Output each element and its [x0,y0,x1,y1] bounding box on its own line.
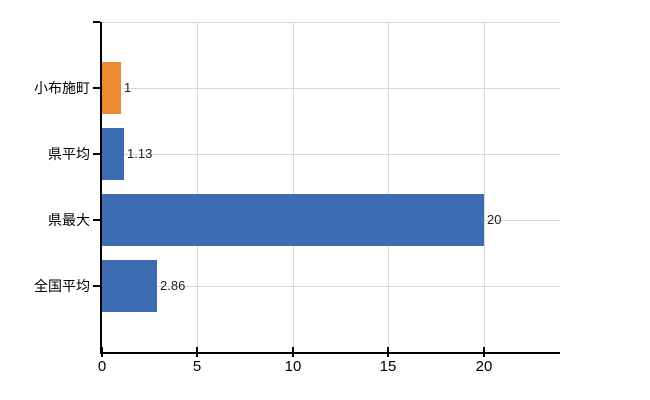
gridline-vertical [388,22,389,352]
category-label: 全国平均 [34,278,90,294]
gridline-horizontal [102,22,560,23]
bar [102,128,124,180]
x-tick-mark [292,347,294,357]
category-label: 県最大 [48,212,90,228]
value-label: 20 [487,212,502,227]
gridline-horizontal [102,154,560,155]
x-axis-line [100,352,560,354]
x-tick-label: 20 [475,358,493,375]
bar [102,260,157,312]
gridline-vertical [197,22,198,352]
y-tick-mark [93,219,100,221]
y-tick-mark [93,87,100,89]
x-tick-label: 10 [284,358,302,375]
bar [102,62,121,114]
gridline-vertical [293,22,294,352]
y-tick-mark [93,21,100,23]
x-tick-label: 5 [192,358,202,375]
value-label: 1.13 [127,146,153,161]
x-tick-mark [101,347,103,357]
x-tick-mark [387,347,389,357]
x-tick-mark [196,347,198,357]
gridline-horizontal [102,88,560,89]
gridline-vertical [484,22,485,352]
y-tick-mark [93,285,100,287]
x-tick-label: 15 [379,358,397,375]
category-label: 小布施町 [34,80,90,96]
value-label: 1 [124,80,132,95]
y-axis-line [100,22,102,354]
value-label: 2.86 [160,278,186,293]
gridline-horizontal [102,286,560,287]
bar [102,194,484,246]
x-tick-mark [483,347,485,357]
category-label: 県平均 [48,146,90,162]
x-tick-label: 0 [97,358,107,375]
y-tick-mark [93,153,100,155]
